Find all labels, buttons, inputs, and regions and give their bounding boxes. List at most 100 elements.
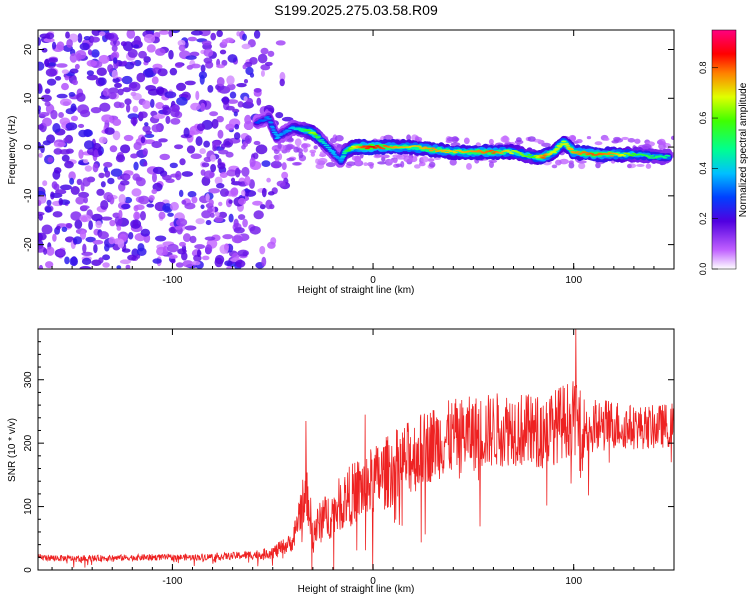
ridge-mark: [450, 150, 456, 153]
noise-blob: [133, 44, 140, 49]
noise-blob: [204, 244, 213, 255]
noise-blob: [281, 116, 294, 122]
noise-blob: [170, 30, 180, 34]
noise-blob: [210, 154, 216, 162]
ridge-mark: [442, 149, 448, 152]
noise-blob: [191, 261, 201, 266]
noise-blob: [137, 243, 145, 252]
noise-blob: [112, 57, 118, 64]
noise-blob: [78, 191, 90, 199]
ridge-mark: [319, 139, 325, 141]
noise-blob: [146, 203, 155, 208]
ridge-mark: [269, 125, 275, 128]
noise-blob: [131, 188, 142, 197]
noise-blob: [216, 115, 224, 123]
noise-blob: [218, 201, 223, 207]
colorbar-tick-label: 0.8: [698, 61, 708, 74]
noise-blob: [249, 157, 256, 168]
ridge-mark: [390, 146, 396, 149]
noise-blob: [46, 246, 55, 256]
ridge-mark: [262, 119, 268, 121]
ridge-mark: [621, 154, 627, 157]
noise-blob: [104, 170, 111, 178]
noise-blob: [227, 54, 238, 63]
track-halo: [578, 162, 586, 170]
track-halo: [611, 139, 619, 144]
x-tick-label: -100: [162, 275, 182, 286]
noise-blob: [38, 152, 43, 158]
track-halo: [354, 159, 362, 166]
noise-blob: [214, 257, 223, 268]
noise-blob: [65, 148, 74, 154]
noise-blob: [52, 211, 63, 218]
noise-blob: [170, 118, 181, 125]
noise-blob: [234, 123, 240, 130]
noise-blob: [209, 111, 219, 117]
track-halo: [446, 136, 457, 142]
noise-blob: [79, 266, 92, 269]
noise-blob: [133, 141, 142, 151]
ridge-mark: [416, 145, 422, 148]
noise-blob: [253, 88, 262, 93]
noise-blob: [207, 207, 214, 213]
noise-blob: [275, 112, 284, 119]
ridge-mark: [477, 149, 482, 152]
noise-blob: [103, 161, 113, 168]
spectrogram-heatmap: [38, 30, 674, 269]
noise-blob: [231, 235, 243, 244]
ridge-mark: [509, 152, 514, 155]
noise-blob: [212, 145, 217, 152]
noise-blob: [151, 188, 158, 195]
noise-blob: [294, 138, 302, 147]
noise-blob: [230, 177, 236, 183]
noise-blob: [218, 149, 229, 155]
noise-blob: [201, 40, 212, 46]
noise-blob: [100, 199, 109, 210]
noise-blob: [64, 76, 70, 81]
noise-blob: [185, 55, 197, 60]
noise-blob: [269, 203, 275, 210]
noise-blob: [230, 187, 239, 196]
noise-blob: [226, 83, 236, 91]
noise-blob: [219, 188, 229, 197]
noise-blob: [109, 145, 118, 153]
noise-blob: [140, 228, 151, 237]
noise-blob: [242, 33, 247, 41]
noise-blob: [78, 149, 84, 160]
snr-panel: -100 0 100 0 100 200 300 Height of straight l…: [7, 328, 675, 595]
snr-frame: [37, 328, 675, 571]
track-halo: [334, 135, 344, 142]
y-tick-label: 10: [23, 92, 34, 104]
noise-blob: [38, 105, 42, 112]
noise-blob: [184, 80, 196, 86]
noise-blob: [125, 264, 131, 269]
noise-blob: [182, 233, 191, 243]
noise-blob: [176, 218, 188, 227]
noise-blob: [128, 81, 141, 92]
noise-blob: [211, 118, 219, 129]
noise-blob: [234, 167, 241, 178]
noise-blob: [253, 30, 261, 39]
ridge-mark: [339, 159, 345, 161]
noise-blob: [266, 177, 271, 183]
ridge-mark: [553, 149, 558, 151]
noise-blob: [48, 57, 58, 63]
noise-blob: [151, 172, 157, 183]
ridge-mark: [316, 136, 322, 138]
ridge-mark: [615, 153, 621, 156]
track-halo: [659, 141, 667, 146]
ridge-mark: [420, 147, 426, 150]
ridge-mark: [527, 153, 532, 156]
noise-blob: [59, 98, 72, 106]
track-halo: [627, 138, 636, 143]
noise-blob: [151, 141, 163, 149]
ridge-mark: [426, 147, 432, 150]
ridge-mark: [605, 153, 611, 156]
noise-blob: [155, 86, 165, 95]
noise-blob: [47, 156, 54, 163]
noise-blob: [183, 127, 190, 138]
noise-blob: [115, 154, 126, 163]
ridge-mark: [583, 151, 589, 154]
noise-blob: [252, 200, 263, 206]
